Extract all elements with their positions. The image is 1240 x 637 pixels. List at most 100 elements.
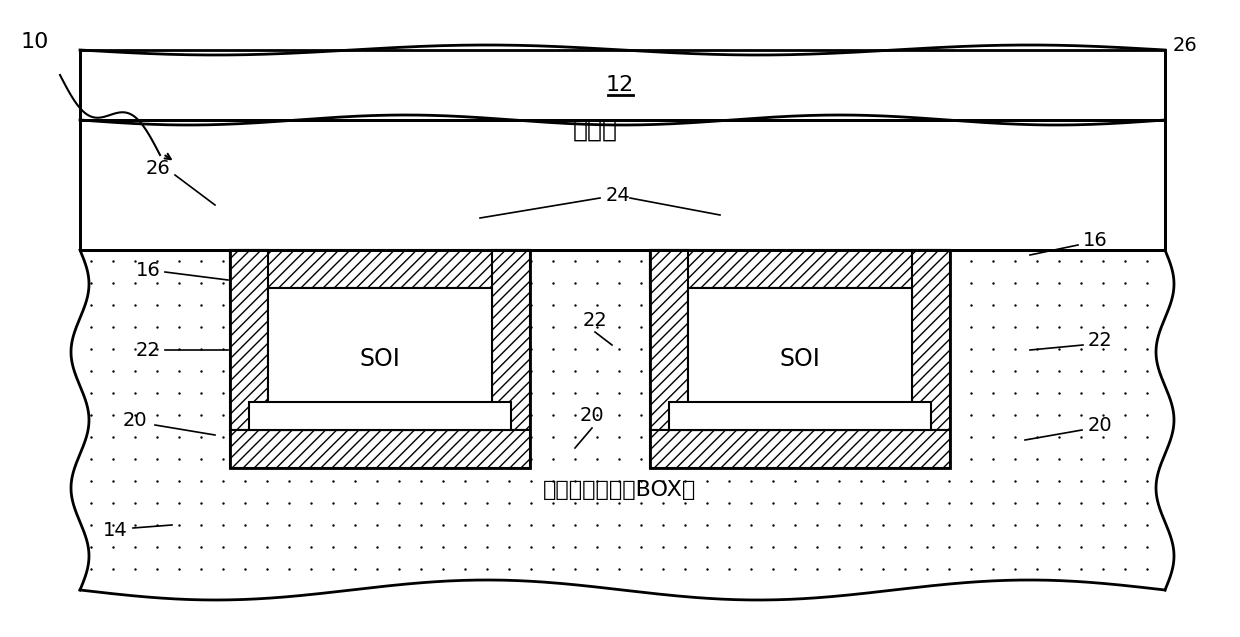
Point [389,454,409,464]
Point [1071,322,1091,332]
Point [1045,160,1065,170]
Point [169,410,188,420]
Point [389,520,409,530]
Point [345,520,365,530]
Text: 20: 20 [579,406,604,424]
Point [213,388,233,398]
Point [961,256,981,266]
Point [236,220,255,230]
Point [1115,542,1135,552]
Point [675,388,694,398]
Point [895,160,915,170]
Point [236,432,255,442]
Point [1006,520,1025,530]
Point [873,388,893,398]
Point [742,388,761,398]
Point [763,520,782,530]
Point [763,300,782,310]
Point [675,564,694,574]
Text: 20: 20 [1087,415,1112,434]
Point [213,498,233,508]
Point [1006,300,1025,310]
Point [719,410,739,420]
Point [257,366,277,376]
Point [983,278,1003,288]
Point [565,160,585,170]
Point [521,520,541,530]
Point [536,160,556,170]
Point [312,360,332,370]
Point [866,338,885,348]
Point [1016,190,1035,200]
Point [213,344,233,354]
Point [415,130,435,140]
Point [631,344,651,354]
Point [689,382,709,392]
Point [543,278,563,288]
Text: 22: 22 [135,341,160,359]
Point [830,542,849,552]
Point [389,542,409,552]
Text: 14: 14 [103,520,128,540]
Point [655,190,675,200]
Point [675,278,694,288]
Point [1094,388,1114,398]
Point [279,498,299,508]
Point [719,300,739,310]
Point [873,432,893,442]
Point [983,256,1003,266]
Point [715,190,735,200]
Point [983,366,1003,376]
Point [1075,130,1095,140]
Point [467,382,487,392]
Point [763,410,782,420]
Point [807,278,827,288]
Point [301,542,321,552]
Point [565,130,585,140]
Point [1137,300,1157,310]
Point [631,542,651,552]
Point [536,190,556,200]
Point [1049,476,1069,486]
Point [961,300,981,310]
Point [191,256,211,266]
Point [631,278,651,288]
Point [866,404,885,414]
Point [1006,322,1025,332]
Point [236,160,255,170]
Point [257,542,277,552]
Point [587,278,606,288]
Point [148,366,167,376]
Point [477,256,497,266]
Point [719,322,739,332]
Point [213,366,233,376]
Point [609,322,629,332]
Point [653,520,673,530]
Point [1137,432,1157,442]
Point [609,344,629,354]
Point [1006,454,1025,464]
Point [433,322,453,332]
Point [521,344,541,354]
Point [1006,344,1025,354]
Point [1075,190,1095,200]
Point [675,300,694,310]
Point [279,300,299,310]
Point [887,294,906,304]
Point [587,498,606,508]
Point [301,454,321,464]
Point [1071,542,1091,552]
Point [1027,476,1047,486]
Point [423,404,443,414]
Point [1027,542,1047,552]
Point [653,410,673,420]
Point [843,338,863,348]
Point [851,322,870,332]
Point [1137,476,1157,486]
Point [697,344,717,354]
Point [843,360,863,370]
Point [785,256,805,266]
Point [697,432,717,442]
Point [895,278,915,288]
Point [1115,278,1135,288]
